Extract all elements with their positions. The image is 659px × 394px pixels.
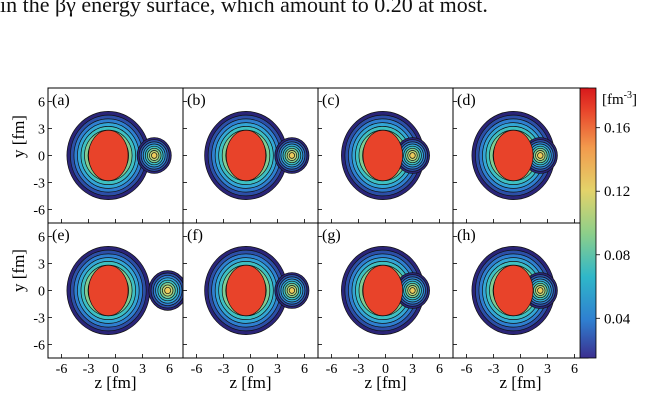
x-tick-label: 0 bbox=[247, 362, 254, 377]
fragment-contour bbox=[288, 152, 295, 159]
x-axis-labels: z [fm] z [fm] z [fm] z [fm] bbox=[94, 373, 541, 392]
caption-fragment: in the βγ energy surface, which amount t… bbox=[0, 0, 488, 17]
x-tick-label: -3 bbox=[353, 362, 365, 377]
y-tick-label: -6 bbox=[33, 339, 45, 354]
panel-label: (a) bbox=[52, 92, 70, 109]
x-tick-label: 3 bbox=[544, 362, 551, 377]
fragment-contour bbox=[409, 152, 416, 159]
x-tick-label: 3 bbox=[139, 362, 146, 377]
core-contour bbox=[493, 129, 534, 182]
x-tick-label: -3 bbox=[83, 362, 95, 377]
xlabel: z [fm] bbox=[94, 373, 136, 392]
x-tick-label: 6 bbox=[166, 362, 173, 377]
fragment-contour bbox=[537, 287, 544, 294]
x-tick-label: 0 bbox=[112, 362, 119, 377]
colorbar-unit: [fm-3] bbox=[602, 90, 637, 108]
xlabel: z [fm] bbox=[364, 373, 406, 392]
panel-ticks: 6 3 0 -3 -6 bbox=[33, 96, 170, 223]
x-tick-label: -6 bbox=[326, 362, 338, 377]
panel-h: (h) -6 -3 0 3 6 bbox=[452, 222, 589, 377]
panel-ticks: -6 -3 0 3 6 bbox=[183, 236, 308, 377]
colorbar-tick-label: 0.12 bbox=[604, 184, 630, 200]
fragment-contour bbox=[537, 152, 544, 159]
panel-g: (g) -6 -3 0 3 6 bbox=[317, 222, 454, 377]
panel-label: (d) bbox=[457, 92, 476, 109]
colorbar bbox=[579, 87, 597, 359]
xlabel: z [fm] bbox=[499, 373, 541, 392]
density-contours bbox=[66, 246, 183, 335]
y-tick-label: 3 bbox=[38, 258, 45, 273]
colorbar-tick-label: 0.16 bbox=[604, 121, 631, 137]
core-contour bbox=[88, 264, 129, 317]
x-tick-label: 6 bbox=[301, 362, 308, 377]
fragment-contour bbox=[409, 287, 416, 294]
panel-f: (f) -6 -3 0 3 6 bbox=[182, 222, 319, 377]
panel-label: (b) bbox=[187, 92, 206, 109]
panel-ticks: 6 3 0 -3 -6 -6 -3 0 3 6 bbox=[33, 231, 173, 378]
density-contours bbox=[341, 111, 430, 200]
panel-ticks bbox=[183, 101, 305, 223]
x-tick-label: -3 bbox=[218, 362, 230, 377]
core-contour bbox=[88, 129, 129, 182]
y-tick-label: 6 bbox=[38, 231, 45, 246]
density-contours bbox=[471, 111, 558, 200]
core-contour bbox=[225, 129, 267, 182]
core-contour bbox=[225, 264, 267, 317]
xlabel: z [fm] bbox=[229, 373, 271, 392]
x-tick-label: -3 bbox=[488, 362, 500, 377]
panel-label: (g) bbox=[322, 227, 341, 244]
x-tick-label: 3 bbox=[409, 362, 416, 377]
x-tick-label: -6 bbox=[461, 362, 473, 377]
x-tick-label: -6 bbox=[56, 362, 68, 377]
y-tick-label: -3 bbox=[33, 312, 45, 327]
x-tick-label: 6 bbox=[436, 362, 443, 377]
panel-ticks bbox=[453, 101, 575, 223]
fragment-contour bbox=[151, 152, 158, 159]
density-contours bbox=[341, 246, 430, 335]
colorbar-tick-label: 0.08 bbox=[604, 248, 630, 264]
x-tick-label: 0 bbox=[382, 362, 389, 377]
panel-grid: (a)630-3-6(b) (c) (d)(e)630-3-6-6 -3 0 3 6(f)-… bbox=[33, 87, 589, 378]
density-contours bbox=[204, 246, 310, 335]
panel-d: (d) bbox=[452, 87, 589, 224]
panel-ticks: -6 -3 0 3 6 bbox=[453, 236, 578, 377]
fragment-contour bbox=[164, 286, 172, 295]
panel-ticks: -6 -3 0 3 6 bbox=[318, 236, 443, 377]
panel-label: (c) bbox=[322, 92, 340, 109]
y-tick-label: -6 bbox=[33, 204, 45, 219]
panel-a: (a) 6 3 0 -3 -6 bbox=[33, 87, 184, 224]
panel-label: (e) bbox=[52, 227, 70, 244]
y-tick-label: 6 bbox=[38, 96, 45, 111]
ylabel-top: y [fm] bbox=[9, 115, 28, 158]
panel-b: (b) bbox=[182, 87, 319, 224]
panel-c: (c) bbox=[317, 87, 454, 224]
ylabel-bottom: y [fm] bbox=[9, 249, 28, 292]
density-contours bbox=[471, 246, 558, 335]
x-tick-label: -6 bbox=[191, 362, 203, 377]
panel-ticks bbox=[318, 101, 440, 223]
panel-label: (f) bbox=[187, 227, 203, 244]
colorbar-ticks: 0.16 0.12 0.08 0.04 bbox=[596, 121, 631, 327]
y-tick-label: 0 bbox=[38, 285, 45, 300]
panel-label: (h) bbox=[457, 227, 476, 244]
core-contour bbox=[493, 264, 534, 317]
x-tick-label: 3 bbox=[274, 362, 281, 377]
fragment-contour bbox=[288, 287, 295, 294]
x-tick-label: 6 bbox=[571, 362, 578, 377]
core-contour bbox=[362, 264, 403, 317]
density-contours bbox=[66, 111, 172, 200]
panel-e: (e) 6 3 0 -3 -6 -6 -3 0 3 6 bbox=[33, 222, 184, 378]
density-contours bbox=[204, 111, 310, 200]
y-tick-label: -3 bbox=[33, 177, 45, 192]
colorbar-tick-label: 0.04 bbox=[604, 311, 631, 327]
y-tick-label: 3 bbox=[38, 123, 45, 138]
core-contour bbox=[362, 129, 403, 182]
x-tick-label: 0 bbox=[517, 362, 524, 377]
y-tick-label: 0 bbox=[38, 150, 45, 165]
